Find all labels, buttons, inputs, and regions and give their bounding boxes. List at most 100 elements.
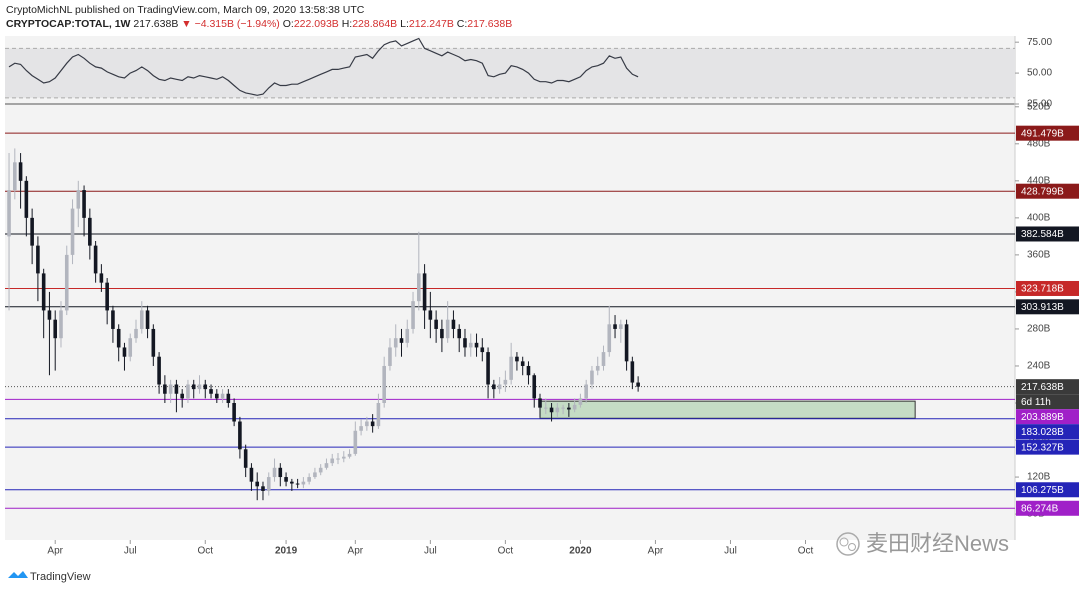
candle-body xyxy=(191,384,196,390)
x-tick-label: 2019 xyxy=(275,546,298,557)
candle-body xyxy=(151,328,156,357)
candle-body xyxy=(157,356,161,385)
symbol: CRYPTOCAP:TOTAL, 1W xyxy=(6,18,131,30)
candle-body xyxy=(411,301,415,329)
candle-body xyxy=(215,393,219,399)
ohlc-label: C: xyxy=(456,18,468,30)
x-tick-label: Apr xyxy=(648,546,664,557)
candle-body xyxy=(503,379,508,385)
candle-body xyxy=(105,282,109,311)
indicator-line xyxy=(8,37,639,96)
ohlc-value: 222.093B xyxy=(293,18,339,30)
candle-body xyxy=(405,328,410,343)
candle-body xyxy=(295,483,300,485)
candle-body xyxy=(630,361,635,383)
candle-body xyxy=(619,324,623,329)
candle-body xyxy=(486,352,490,385)
candle-body xyxy=(41,273,46,311)
y-tick-label: 240B xyxy=(1027,361,1051,372)
x-tick-label: Oct xyxy=(798,546,814,557)
candle-body xyxy=(255,481,260,487)
candle-body xyxy=(578,398,583,405)
candle-body xyxy=(451,319,456,329)
current-price-label-box xyxy=(1016,379,1079,395)
candle-body xyxy=(59,310,63,339)
candle-body xyxy=(468,342,473,348)
candle-body xyxy=(341,456,346,459)
candle-body xyxy=(417,273,421,302)
candle-body xyxy=(480,347,485,353)
candle-body xyxy=(515,356,519,362)
x-tick-label: Oct xyxy=(498,546,514,557)
level-label: 86.274B xyxy=(1021,503,1059,514)
candle-body xyxy=(538,398,542,408)
level-label-box xyxy=(1016,299,1079,315)
candle-body xyxy=(290,481,294,484)
ohlc-label: L: xyxy=(400,18,409,30)
indicator-tick-label: 75.00 xyxy=(1027,37,1052,48)
candle-body xyxy=(543,407,548,409)
candle-body xyxy=(330,458,335,464)
candle-body xyxy=(463,338,467,348)
candle-body xyxy=(313,472,317,478)
candle-body xyxy=(428,310,433,320)
footer-text: TradingView xyxy=(30,571,91,583)
candle-body xyxy=(307,477,311,482)
price: 217.638B xyxy=(133,18,179,30)
candle-body xyxy=(93,245,98,274)
candle-body xyxy=(226,393,231,403)
level-label-box xyxy=(1016,424,1079,440)
y-tick-label: 440B xyxy=(1027,175,1051,186)
y-tick-label: 520B xyxy=(1027,101,1051,112)
candle-body xyxy=(440,328,444,339)
candle-body xyxy=(347,453,352,457)
candle-body xyxy=(88,217,92,246)
candle-body xyxy=(249,467,254,482)
candle-body xyxy=(220,393,225,399)
candle-body xyxy=(284,477,288,482)
candle-body xyxy=(70,208,75,255)
y-tick-label: 280B xyxy=(1027,324,1051,335)
candle-body xyxy=(457,328,462,339)
ohlc-label: H: xyxy=(341,18,353,30)
x-tick-label: Jul xyxy=(124,546,137,557)
ohlc-label: O: xyxy=(282,18,294,30)
candle-body xyxy=(382,365,386,403)
candle-body xyxy=(393,338,398,348)
candle-body xyxy=(47,310,52,320)
candle-body xyxy=(168,384,173,394)
candle-body xyxy=(232,402,236,422)
candle-body xyxy=(572,404,577,410)
candle-body xyxy=(278,467,283,478)
current-price-label: 217.638B xyxy=(1021,382,1064,393)
level-label-box xyxy=(1016,482,1079,498)
candle-body xyxy=(584,384,588,399)
x-tick-label: Apr xyxy=(348,546,364,557)
candle-body xyxy=(99,273,104,283)
ohlc-value: 217.638B xyxy=(467,18,513,30)
x-tick-label: Jul xyxy=(724,546,737,557)
indicator-band xyxy=(5,48,1015,98)
candle-body xyxy=(509,356,513,380)
candle-body xyxy=(116,328,121,348)
level-label: 428.799B xyxy=(1021,186,1064,197)
candle-body xyxy=(549,407,554,413)
candle-body xyxy=(434,319,438,329)
candle-body xyxy=(122,347,127,357)
candle-body xyxy=(128,338,133,357)
candle-body xyxy=(590,370,594,385)
x-tick-label: Apr xyxy=(47,546,63,557)
candle-body xyxy=(24,180,29,218)
zone xyxy=(539,400,916,419)
candle-body xyxy=(370,421,375,427)
candle-body xyxy=(53,319,58,339)
x-tick-label: Oct xyxy=(197,546,213,557)
candle-body xyxy=(203,384,208,390)
level-label: 491.479B xyxy=(1021,128,1064,139)
candle-body xyxy=(243,449,248,468)
candle-body xyxy=(82,190,86,218)
candle-body xyxy=(174,384,179,394)
candle-body xyxy=(388,347,392,366)
